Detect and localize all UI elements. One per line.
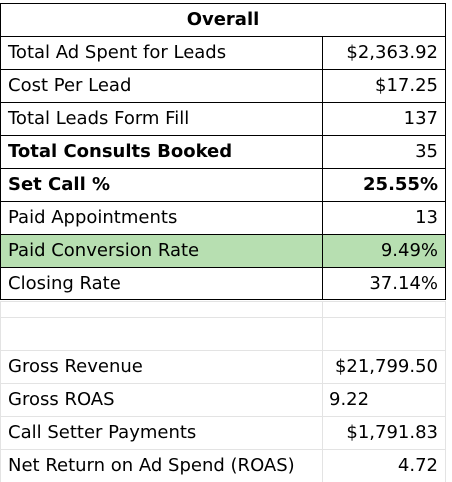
label-cell[interactable]: Set Call % bbox=[0, 168, 322, 201]
table-row-total-leads: Total Leads Form Fill 137 bbox=[0, 102, 452, 135]
value-cell[interactable]: $21,799.50 bbox=[322, 350, 446, 383]
value-cell[interactable]: $1,791.83 bbox=[322, 416, 446, 449]
table-row-paid-conversion-rate: Paid Conversion Rate 9.49% bbox=[0, 234, 452, 267]
table-row-consults-booked: Total Consults Booked 35 bbox=[0, 135, 452, 168]
table-row-cost-per-lead: Cost Per Lead $17.25 bbox=[0, 69, 452, 102]
value-cell[interactable]: 9.49% bbox=[322, 234, 446, 267]
label-cell[interactable]: Net Return on Ad Spend (ROAS) bbox=[0, 449, 322, 482]
table-row-set-call-pct: Set Call % 25.55% bbox=[0, 168, 452, 201]
table-row-gross-revenue: Gross Revenue $21,799.50 bbox=[0, 350, 452, 383]
label-cell[interactable]: Cost Per Lead bbox=[0, 69, 322, 102]
header-row: Overall bbox=[0, 3, 452, 36]
label-cell[interactable]: Gross ROAS bbox=[0, 383, 322, 416]
table-row-call-setter-payments: Call Setter Payments $1,791.83 bbox=[0, 416, 452, 449]
label-cell[interactable]: Closing Rate bbox=[0, 267, 322, 300]
table-row-closing-rate: Closing Rate 37.14% bbox=[0, 267, 452, 300]
empty-row bbox=[0, 317, 452, 350]
table-row-net-roas: Net Return on Ad Spend (ROAS) 4.72 bbox=[0, 449, 452, 482]
table-row-paid-appointments: Paid Appointments 13 bbox=[0, 201, 452, 234]
value-cell[interactable]: 25.55% bbox=[322, 168, 446, 201]
value-cell[interactable]: $17.25 bbox=[322, 69, 446, 102]
label-cell[interactable]: Call Setter Payments bbox=[0, 416, 322, 449]
label-cell[interactable]: Total Ad Spent for Leads bbox=[0, 36, 322, 69]
table-row-gross-roas: Gross ROAS 9.22 bbox=[0, 383, 452, 416]
label-cell[interactable]: Total Leads Form Fill bbox=[0, 102, 322, 135]
value-cell[interactable]: 37.14% bbox=[322, 267, 446, 300]
value-cell[interactable]: 9.22 bbox=[322, 383, 446, 416]
empty-cell[interactable] bbox=[322, 317, 446, 350]
label-cell[interactable]: Gross Revenue bbox=[0, 350, 322, 383]
header-cell-overall[interactable]: Overall bbox=[0, 3, 446, 36]
value-cell[interactable]: 13 bbox=[322, 201, 446, 234]
value-cell[interactable]: 35 bbox=[322, 135, 446, 168]
value-cell[interactable]: $2,363.92 bbox=[322, 36, 446, 69]
label-cell[interactable]: Paid Conversion Rate bbox=[0, 234, 322, 267]
table-row-total-ad-spent: Total Ad Spent for Leads $2,363.92 bbox=[0, 36, 452, 69]
value-cell[interactable]: 4.72 bbox=[322, 449, 446, 482]
empty-cell[interactable] bbox=[0, 317, 322, 350]
value-cell[interactable]: 137 bbox=[322, 102, 446, 135]
label-cell[interactable]: Total Consults Booked bbox=[0, 135, 322, 168]
label-cell[interactable]: Paid Appointments bbox=[0, 201, 322, 234]
